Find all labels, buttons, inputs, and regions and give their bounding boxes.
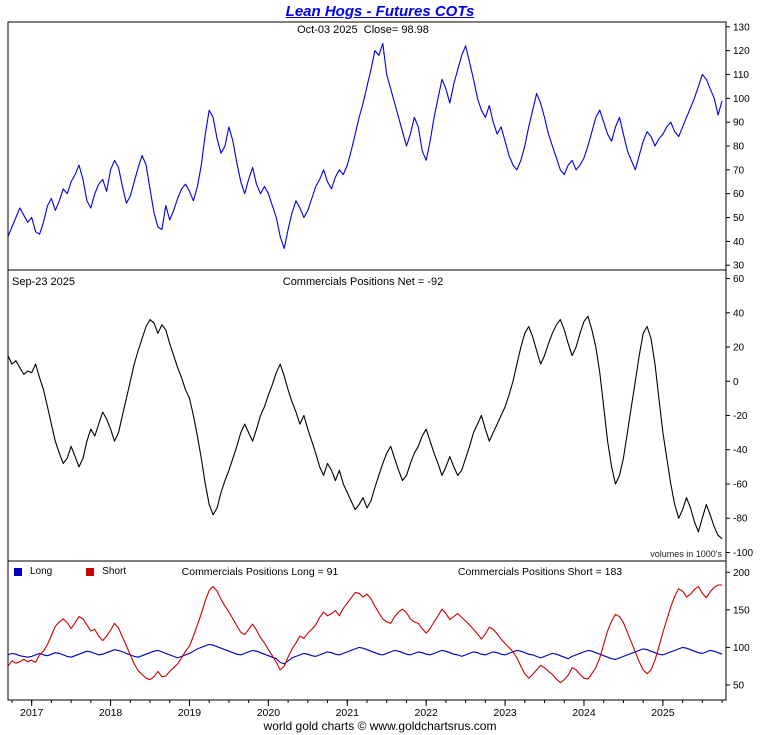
net-y-tick-label: -60 (733, 479, 748, 490)
positions-panel-border (7, 560, 727, 701)
net-panel-date: Sep-23 2025 (12, 276, 75, 288)
price-y-tick-label: 90 (733, 118, 745, 129)
price-y-tick-label: 120 (733, 46, 750, 57)
commercials-short-line (7, 584, 723, 684)
net-y-tick-label: 20 (733, 343, 745, 354)
price-panel-border (7, 21, 727, 271)
price-y-tick-label: 60 (733, 189, 745, 200)
positions-y-tick-label: 200 (733, 568, 750, 579)
net-panel-header: Commercials Positions Net = -92 (282, 276, 444, 288)
positions-long-header: Commercials Positions Long = 91 (181, 566, 339, 578)
positions-y-tick-label: 150 (733, 605, 750, 616)
price-y-tick-label: 70 (733, 165, 745, 176)
volumes-note: volumes in 1000's (650, 549, 722, 559)
x-year-label: 2019 (178, 707, 202, 719)
x-year-label: 2024 (572, 707, 596, 719)
net-y-tick-label: 60 (733, 274, 745, 285)
footer-credit: world gold charts © www.goldchartsrus.co… (263, 719, 497, 733)
price-y-tick-label: 110 (733, 70, 749, 81)
x-year-label: 2022 (414, 707, 438, 719)
net-y-tick-label: -40 (733, 445, 748, 456)
x-year-label: 2018 (99, 707, 123, 719)
x-year-label: 2020 (257, 707, 281, 719)
long-series-swatch-icon (14, 568, 22, 576)
x-year-label: 2023 (493, 707, 517, 719)
price-y-tick-label: 50 (733, 213, 745, 224)
legend: Long Short (14, 566, 126, 578)
net-y-tick-label: -100 (733, 548, 753, 559)
positions-y-tick-label: 100 (733, 643, 750, 654)
commercials-net-line (7, 315, 723, 540)
price-panel-header: Oct-03 2025 Close= 98.98 (297, 24, 429, 36)
commercials-long-line (7, 643, 723, 665)
lean-hogs-price-line (7, 42, 723, 250)
net-y-tick-label: 0 (733, 377, 739, 388)
x-year-label: 2021 (336, 707, 360, 719)
positions-y-tick-label: 50 (733, 680, 745, 691)
positions-short-header: Commercials Positions Short = 183 (457, 566, 623, 578)
price-y-tick-label: 30 (733, 261, 745, 272)
long-legend-label: Long (30, 566, 53, 577)
x-year-label: 2025 (651, 707, 675, 719)
x-year-label: 2017 (20, 707, 44, 719)
chart-title: Lean Hogs - Futures COTs (285, 3, 475, 20)
price-y-tick-label: 130 (733, 22, 750, 33)
short-legend-label: Short (102, 566, 127, 577)
short-series-swatch-icon (86, 568, 95, 576)
net-panel-border (7, 269, 727, 562)
price-y-tick-label: 80 (733, 142, 745, 153)
net-y-tick-label: -20 (733, 411, 748, 422)
net-y-tick-label: 40 (733, 308, 745, 319)
net-y-tick-label: -80 (733, 514, 748, 525)
price-y-tick-label: 100 (733, 94, 750, 105)
price-y-tick-label: 40 (733, 237, 745, 248)
